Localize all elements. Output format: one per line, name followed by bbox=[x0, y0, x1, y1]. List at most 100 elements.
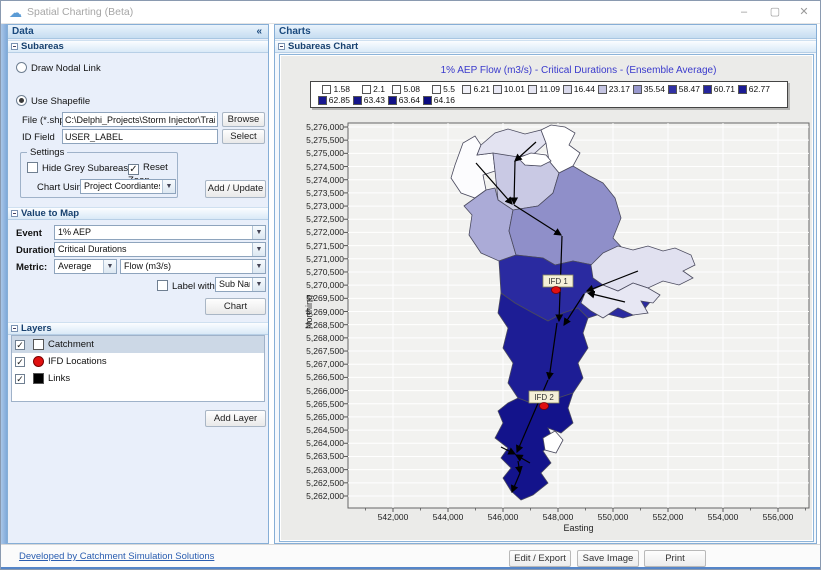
draw-nodal-link-label: Draw Nodal Link bbox=[31, 63, 101, 74]
value-to-map-group-header[interactable]: Value to Map bbox=[8, 207, 268, 220]
map-plot[interactable]: IFD 1 IFD 2 bbox=[344, 122, 810, 512]
ifd-marker-1[interactable]: IFD 1 bbox=[542, 274, 574, 294]
layer-row-ifd-locations[interactable]: ✓ IFD Locations bbox=[12, 353, 264, 370]
hide-grey-subareas-checkbox[interactable]: Hide Grey Subareas bbox=[27, 162, 128, 174]
checkbox-checked-icon[interactable]: ✓ bbox=[15, 339, 25, 350]
legend-value: 16.44 bbox=[573, 84, 595, 94]
metric-stat-select[interactable]: Average ▼ bbox=[54, 259, 117, 274]
chevron-down-icon: ▼ bbox=[252, 226, 265, 239]
subarea-polygon bbox=[494, 392, 574, 501]
draw-nodal-link-radio[interactable]: Draw Nodal Link bbox=[16, 62, 101, 74]
subareas-chart-group-header[interactable]: Subareas Chart bbox=[275, 40, 816, 53]
y-tick-label: 5,267,500 bbox=[306, 346, 344, 357]
layer-row-catchment[interactable]: ✓ Catchment bbox=[12, 336, 264, 353]
label-with-select[interactable]: Sub Name ▼ bbox=[215, 277, 266, 292]
x-tick-label: 548,000 bbox=[542, 512, 574, 522]
metric-type-select[interactable]: Flow (m3/s) ▼ bbox=[120, 259, 266, 274]
select-button[interactable]: Select bbox=[222, 129, 265, 144]
x-tick-label: 550,000 bbox=[597, 512, 629, 522]
y-tick-label: 5,270,500 bbox=[306, 266, 344, 277]
y-tick-label: 5,275,500 bbox=[306, 135, 344, 146]
y-tick-label: 5,262,500 bbox=[306, 477, 344, 488]
y-tick-label: 5,263,500 bbox=[306, 451, 344, 462]
layers-title: Layers bbox=[21, 323, 52, 334]
x-tick-label: 546,000 bbox=[487, 512, 519, 522]
legend-value: 62.77 bbox=[748, 84, 770, 94]
ifd-marker-2[interactable]: IFD 2 bbox=[528, 390, 560, 410]
ifd2-point-icon bbox=[539, 402, 549, 410]
legend-value: 1.58 bbox=[333, 84, 350, 94]
legend-item: 10.01 bbox=[490, 84, 525, 94]
event-select[interactable]: 1% AEP ▼ bbox=[54, 225, 266, 240]
window-left-edge bbox=[1, 24, 7, 544]
chart-area[interactable]: 1% AEP Flow (m3/s) - Critical Durations … bbox=[279, 54, 814, 542]
maximize-button[interactable]: ▢ bbox=[769, 6, 781, 18]
label-with-checkbox[interactable]: Label with bbox=[157, 280, 215, 292]
id-field-input[interactable] bbox=[62, 129, 218, 144]
checkbox-checked-icon: ✓ bbox=[128, 164, 139, 175]
charts-panel-title: Charts bbox=[279, 26, 311, 37]
chart-using-select[interactable]: Project Coordiantes ▼ bbox=[80, 179, 176, 194]
collapse-icon[interactable] bbox=[11, 325, 18, 332]
y-tick-label: 5,265,500 bbox=[306, 398, 344, 409]
duration-select[interactable]: Critical Durations ▼ bbox=[54, 242, 266, 257]
chart-button[interactable]: Chart bbox=[205, 298, 266, 315]
legend-swatch-icon bbox=[392, 84, 402, 94]
legend-swatch-icon bbox=[387, 95, 397, 105]
ifd1-label: IFD 1 bbox=[548, 277, 568, 286]
legend-item: 5.5 bbox=[420, 84, 455, 94]
collapse-icon[interactable] bbox=[278, 43, 285, 50]
link-arrows bbox=[475, 141, 639, 494]
subarea-polygon bbox=[517, 152, 552, 167]
browse-button[interactable]: Browse bbox=[222, 112, 265, 127]
save-image-button[interactable]: Save Image bbox=[577, 550, 639, 567]
close-button[interactable]: ✕ bbox=[799, 6, 809, 18]
legend-value: 23.17 bbox=[608, 84, 630, 94]
chevron-down-icon: ▼ bbox=[162, 180, 175, 193]
layer-row-links[interactable]: ✓ Links bbox=[12, 370, 264, 387]
duration-value: Critical Durations bbox=[58, 244, 127, 254]
y-tick-label: 5,269,500 bbox=[306, 293, 344, 304]
layers-group-header[interactable]: Layers bbox=[8, 322, 268, 335]
chart-using-value: Project Coordiantes bbox=[84, 181, 160, 191]
collapse-panel-button[interactable]: « bbox=[256, 26, 262, 37]
x-axis-labels: 542,000 544,000 546,000 548,000 550,000 552,0… bbox=[348, 512, 809, 522]
legend-value: 60.71 bbox=[713, 84, 735, 94]
links-swatch-icon bbox=[33, 373, 44, 384]
credit-link[interactable]: Developed by Catchment Simulation Soluti… bbox=[19, 551, 215, 562]
edit-export-button[interactable]: Edit / Export bbox=[509, 550, 571, 567]
legend-value: 11.09 bbox=[539, 84, 560, 94]
legend-swatch-icon bbox=[322, 84, 332, 94]
checkbox-icon bbox=[157, 280, 168, 291]
checkbox-checked-icon[interactable]: ✓ bbox=[15, 373, 25, 384]
legend-swatch-icon bbox=[528, 84, 538, 94]
subareas-group-header[interactable]: Subareas bbox=[8, 40, 268, 53]
collapse-icon[interactable] bbox=[11, 43, 18, 50]
use-shapefile-radio[interactable]: Use Shapefile bbox=[16, 95, 90, 107]
legend-swatch-icon bbox=[352, 95, 362, 105]
collapse-icon[interactable] bbox=[11, 210, 18, 217]
add-update-button[interactable]: Add / Update bbox=[205, 180, 266, 198]
add-layer-button[interactable]: Add Layer bbox=[205, 410, 266, 427]
legend-value: 63.43 bbox=[363, 95, 385, 105]
subareas-group-title: Subareas bbox=[21, 41, 64, 52]
chevron-down-icon: ▼ bbox=[252, 243, 265, 256]
minimize-button[interactable]: – bbox=[740, 6, 748, 18]
subarea-polygon bbox=[590, 245, 696, 292]
print-button[interactable]: Print bbox=[644, 550, 706, 567]
legend-swatch-icon bbox=[632, 84, 642, 94]
hide-grey-subareas-label: Hide Grey Subareas bbox=[42, 163, 129, 174]
x-tick-label: 556,000 bbox=[762, 512, 794, 522]
legend: 1.58 2.1 5.08 5.5 6.21 10.01 11.09 16.44 23.17 35… bbox=[310, 81, 788, 108]
legend-value: 2.1 bbox=[373, 84, 385, 94]
file-path-input[interactable] bbox=[62, 112, 218, 127]
legend-item: 2.1 bbox=[350, 84, 385, 94]
checkbox-checked-icon[interactable]: ✓ bbox=[15, 356, 25, 367]
legend-item: 35.54 bbox=[630, 84, 665, 94]
y-tick-label: 5,269,000 bbox=[306, 306, 344, 317]
legend-item: 60.71 bbox=[700, 84, 735, 94]
y-tick-label: 5,268,500 bbox=[306, 319, 344, 330]
legend-item: 5.08 bbox=[385, 84, 420, 94]
subareas-chart-title: Subareas Chart bbox=[288, 41, 359, 52]
y-tick-label: 5,267,000 bbox=[306, 359, 344, 370]
